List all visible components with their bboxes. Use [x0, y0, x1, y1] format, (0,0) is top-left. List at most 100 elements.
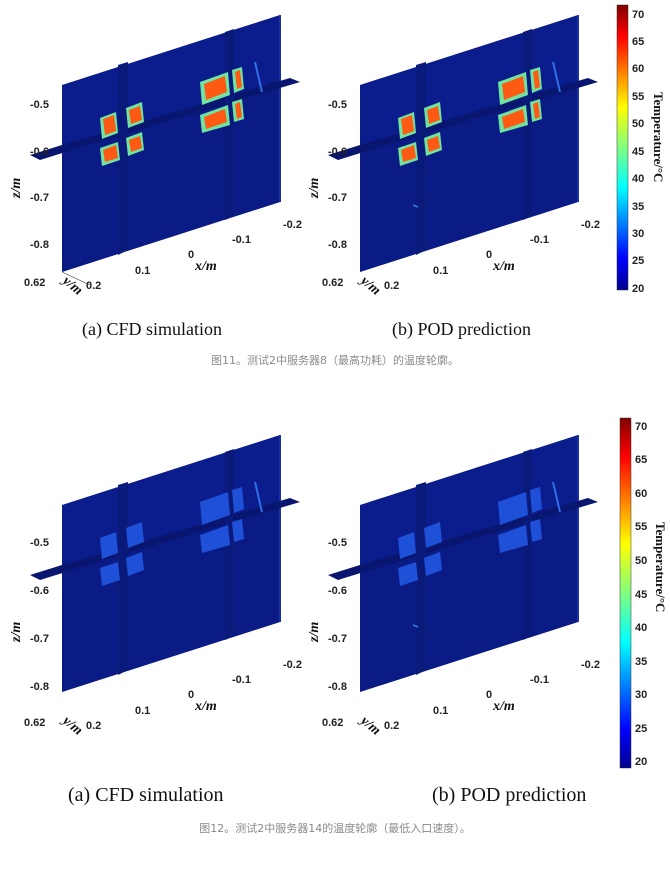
- colorbar-tick: 50: [635, 555, 647, 567]
- y-tick: 0.2: [86, 280, 101, 292]
- vertical-slice-left: [416, 482, 426, 675]
- colorbar-gradient: [616, 4, 629, 291]
- cool-block-left-top: [424, 522, 442, 548]
- vertical-slice-left: [118, 482, 128, 675]
- vertical-slice-left: [118, 62, 128, 255]
- y-tick: 0.62: [24, 277, 45, 289]
- cool-block-right-top: [200, 492, 230, 525]
- colorbar-label: Temperature/°C: [651, 92, 666, 182]
- z-axis-label: z/m: [307, 622, 322, 643]
- z-tick: -0.8: [328, 681, 347, 693]
- y-axis-label: y/m: [58, 712, 85, 738]
- cool-block-right-top: [498, 492, 528, 525]
- cool-block-left-top: [398, 532, 416, 559]
- colorbar-tick: 50: [632, 118, 644, 130]
- figure-11: -0.5 -0.6 -0.7 -0.8 z/m 0.1 0 -0.1 -0.2 …: [0, 0, 670, 380]
- colorbar-tick: 20: [635, 756, 647, 768]
- prediction-artifact: [412, 624, 419, 628]
- y-axis-label: y/m: [58, 272, 85, 298]
- figure-11-graphic: -0.5 -0.6 -0.7 -0.8 z/m 0.1 0 -0.1 -0.2 …: [9, 4, 666, 299]
- z-tick: -0.7: [30, 192, 49, 204]
- y-axis-label: y/m: [356, 712, 383, 738]
- colorbar-tick: 55: [635, 521, 647, 533]
- z-tick: -0.7: [328, 633, 347, 645]
- colorbar-tick: 65: [635, 454, 647, 466]
- z-tick: -0.6: [30, 585, 49, 597]
- cool-block-right-top: [232, 487, 244, 513]
- x-tick: -0.1: [232, 234, 251, 246]
- x-tick: 0.1: [433, 705, 448, 717]
- z-axis-label: z/m: [9, 178, 24, 199]
- outlet-streak: [552, 61, 561, 93]
- prediction-artifact: [412, 204, 419, 208]
- cool-block-left-bottom: [100, 562, 120, 586]
- x-axis-label: x/m: [492, 699, 515, 714]
- cool-block-left-bottom: [126, 552, 144, 576]
- colorbar-tick: 40: [632, 173, 644, 185]
- colorbar: 70 65 60 55 50 45 40 35 30 25 20 Tempera…: [619, 417, 668, 769]
- panel-a: -0.5 -0.6 -0.7 -0.8 z/m 0.1 0 -0.1 -0.2 …: [9, 15, 302, 299]
- x-tick: 0: [188, 249, 194, 261]
- z-tick: -0.5: [30, 99, 49, 111]
- x-tick: -0.1: [530, 674, 549, 686]
- x-tick: -0.2: [283, 659, 302, 671]
- x-tick: -0.1: [232, 674, 251, 686]
- y-tick: 0.2: [384, 280, 399, 292]
- z-tick: -0.7: [328, 192, 347, 204]
- cool-block-right-bottom: [530, 519, 542, 542]
- z-tick: -0.5: [328, 99, 347, 111]
- cool-block-left-top: [126, 522, 144, 548]
- figure-caption: 图12。测试2中服务器14的温度轮廓（最低入口速度）。: [199, 822, 471, 835]
- subcaption-a: (a) CFD simulation: [68, 784, 224, 806]
- cool-block-left-top: [100, 532, 118, 559]
- colorbar-label: Temperature/°C: [653, 522, 668, 612]
- x-axis-label: x/m: [194, 259, 217, 274]
- z-axis-label: z/m: [9, 622, 24, 643]
- colorbar-tick: 45: [632, 146, 644, 158]
- colorbar-tick: 35: [632, 201, 644, 213]
- colorbar-tick: 70: [632, 9, 644, 21]
- x-tick: 0.1: [135, 265, 150, 277]
- x-axis-label: x/m: [492, 259, 515, 274]
- colorbar-gradient: [619, 417, 632, 769]
- colorbar-tick: 35: [635, 656, 647, 668]
- panel-b: -0.5 -0.6 -0.7 -0.8 z/m 0.1 0 -0.1 -0.2 …: [307, 435, 600, 739]
- x-tick: 0.1: [433, 265, 448, 277]
- cool-block-right-bottom: [200, 525, 230, 553]
- colorbar-tick: 30: [635, 689, 647, 701]
- hot-block-left-bottom: [398, 132, 442, 166]
- figure-caption: 图11。测试2中服务器8（最高功耗）的温度轮廓。: [211, 354, 459, 367]
- z-tick: -0.8: [30, 239, 49, 251]
- figure-12-graphic: -0.5 -0.6 -0.7 -0.8 z/m 0.1 0 -0.1 -0.2 …: [9, 417, 668, 769]
- z-tick: -0.6: [328, 146, 347, 158]
- hot-block-left-bottom: [100, 132, 144, 166]
- colorbar-tick: 70: [635, 421, 647, 433]
- colorbar-tick: 45: [635, 589, 647, 601]
- y-tick: 0.62: [322, 717, 343, 729]
- z-tick: -0.8: [328, 239, 347, 251]
- x-tick: 0: [486, 689, 492, 701]
- outlet-streak: [254, 481, 263, 513]
- colorbar: 70 65 60 55 50 45 40 35 30 25 20 Tempera…: [616, 4, 666, 295]
- colorbar-tick: 30: [632, 228, 644, 240]
- x-axis-label: x/m: [194, 699, 217, 714]
- y-tick: 0.62: [24, 717, 45, 729]
- cool-block-right-top: [530, 487, 542, 513]
- z-axis-label: z/m: [307, 178, 322, 199]
- x-tick: 0: [486, 249, 492, 261]
- z-tick: -0.8: [30, 681, 49, 693]
- panel-a: -0.5 -0.6 -0.7 -0.8 z/m 0.1 0 -0.1 -0.2 …: [9, 435, 302, 739]
- subcaption-b: (b) POD prediction: [392, 319, 531, 339]
- colorbar-tick: 40: [635, 622, 647, 634]
- cool-block-right-bottom: [232, 519, 244, 542]
- z-tick: -0.6: [30, 146, 49, 158]
- cool-block-left-bottom: [424, 552, 442, 576]
- outlet-streak: [552, 481, 561, 513]
- subcaption-a: (a) CFD simulation: [82, 319, 222, 339]
- hot-block-left-top: [100, 102, 144, 139]
- colorbar-tick: 55: [632, 91, 644, 103]
- y-tick: 0.62: [322, 277, 343, 289]
- colorbar-tick: 25: [632, 255, 644, 267]
- y-tick: 0.2: [86, 720, 101, 732]
- z-tick: -0.7: [30, 633, 49, 645]
